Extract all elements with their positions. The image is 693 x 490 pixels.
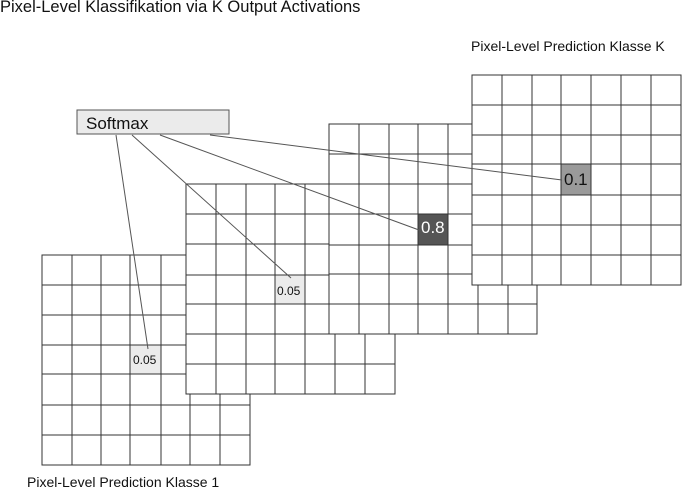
cell-layer-3-highlight	[418, 214, 448, 245]
cell-layer-2-highlight	[275, 275, 305, 304]
connector-klasse-1	[115, 134, 149, 350]
page-title: Pixel-Level Klassifikation via K Output …	[0, 0, 361, 16]
value-layer-2: 0.05	[277, 284, 301, 298]
value-layer-3: 0.8	[421, 218, 445, 237]
connector-klasse-k	[209, 134, 563, 181]
value-klasse-k: 0.1	[564, 170, 588, 189]
connector-layer-3	[159, 134, 420, 231]
grid-klasse-k	[471, 74, 682, 286]
caption-klasse-1: Pixel-Level Prediction Klasse 1	[27, 474, 220, 490]
cell-klasse-1-highlight	[130, 345, 161, 374]
caption-klasse-k: Pixel-Level Prediction Klasse K	[471, 38, 665, 54]
softmax-connectors	[115, 134, 563, 350]
grid-klasse-1	[41, 254, 251, 466]
connector-layer-2	[131, 134, 292, 279]
softmax-box: Softmax	[76, 109, 230, 135]
value-klasse-1: 0.05	[133, 353, 157, 367]
cell-klasse-k-highlight	[561, 164, 591, 195]
softmax-label: Softmax	[86, 114, 149, 133]
